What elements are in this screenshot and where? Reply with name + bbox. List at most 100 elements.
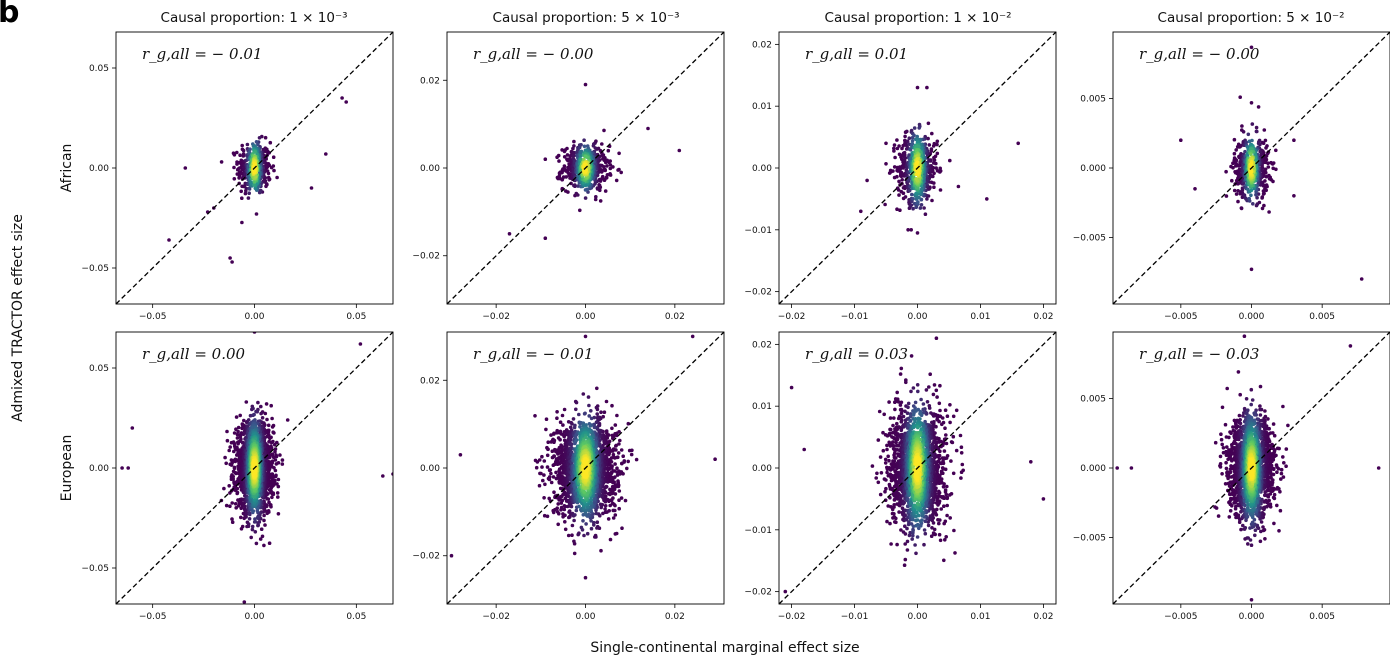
- scatter-point: [608, 166, 613, 171]
- scatter-point: [250, 527, 255, 532]
- scatter-point: [608, 487, 612, 492]
- scatter-point: [603, 504, 608, 508]
- scatter-point: [584, 522, 588, 526]
- panel-r1-c0: −0.05−0.050.000.000.050.05r_g,all = 0.00: [81, 331, 394, 622]
- scatter-point: [246, 196, 251, 200]
- scatter-point: [569, 181, 573, 186]
- scatter-point: [254, 541, 259, 546]
- scatter-point: [567, 509, 572, 513]
- scatter-point: [253, 517, 257, 521]
- scatter-point: [271, 155, 276, 159]
- scatter-point: [859, 209, 863, 214]
- scatter-point: [935, 169, 940, 173]
- scatter-point: [260, 416, 265, 420]
- scatter-point: [1359, 277, 1364, 281]
- scatter-point: [606, 492, 611, 496]
- scatter-point: [1234, 148, 1238, 152]
- scatter-point: [562, 155, 567, 159]
- scatter-point: [1239, 206, 1244, 211]
- scatter-point: [556, 153, 561, 158]
- scatter-point: [1260, 196, 1264, 200]
- scatter-point: [900, 146, 904, 151]
- scatter-point: [240, 143, 244, 148]
- scatter-point: [935, 139, 940, 144]
- scatter-point: [263, 411, 268, 416]
- scatter-point: [562, 507, 567, 512]
- scatter-point: [572, 425, 577, 430]
- scatter-point: [563, 527, 568, 532]
- scatter-point: [903, 134, 907, 139]
- scatter-point: [270, 495, 274, 500]
- scatter-point: [574, 407, 578, 412]
- scatter-point: [167, 238, 171, 242]
- scatter-point: [948, 158, 952, 163]
- scatter-point: [1271, 166, 1275, 171]
- scatter-point: [595, 412, 599, 416]
- scatter-point: [253, 175, 258, 179]
- x-tick-label: −0.05: [139, 612, 167, 622]
- row-label-african: African: [59, 144, 75, 193]
- scatter-point: [594, 405, 599, 410]
- scatter-point: [1250, 122, 1255, 126]
- scatter-point: [568, 438, 573, 442]
- scatter-point: [600, 142, 604, 146]
- scatter-point: [539, 471, 543, 476]
- scatter-point: [617, 151, 621, 156]
- scatter-point: [557, 159, 561, 163]
- scatter-point: [239, 437, 243, 442]
- scatter-point: [931, 144, 936, 148]
- scatter-point: [551, 475, 556, 479]
- scatter-point: [232, 431, 237, 435]
- scatter-point: [911, 206, 915, 211]
- scatter-point: [617, 506, 621, 511]
- scatter-point: [602, 178, 607, 182]
- scatter-point: [895, 138, 899, 142]
- scatter-point: [257, 136, 262, 140]
- scatter-point: [616, 479, 620, 483]
- column-title-4: Causal proportion: 5 × 10⁻²: [1158, 10, 1345, 26]
- scatter-point: [587, 414, 591, 418]
- scatter-point: [1193, 187, 1197, 191]
- scatter-point: [626, 459, 630, 464]
- scatter-point: [610, 436, 615, 441]
- scatter-point: [1263, 138, 1268, 143]
- scatter-point: [224, 503, 229, 508]
- scatter-point: [273, 447, 278, 451]
- scatter-point: [228, 256, 232, 260]
- scatter-point: [243, 191, 248, 196]
- y-tick-label: −0.02: [744, 288, 772, 298]
- scatter-point: [579, 525, 584, 530]
- scatter-point: [1261, 189, 1266, 193]
- scatter-point: [268, 140, 273, 145]
- scatter-point: [574, 433, 579, 437]
- scatter-point: [576, 184, 580, 188]
- scatter-point: [905, 139, 910, 144]
- scatter-point: [616, 451, 621, 455]
- scatter-point: [938, 188, 943, 192]
- scatter-point: [908, 188, 912, 193]
- scatter-point: [915, 134, 919, 139]
- scatter-point: [911, 197, 915, 201]
- x-tick-label: 0.00: [244, 312, 264, 322]
- scatter-point: [611, 516, 616, 520]
- scatter-point: [557, 174, 562, 178]
- x-tick-label: −0.05: [139, 312, 167, 322]
- scatter-point: [608, 172, 612, 176]
- scatter-point: [591, 144, 596, 148]
- scatter-point: [563, 513, 567, 518]
- scatter-point: [269, 403, 274, 408]
- scatter-point: [604, 399, 609, 404]
- scatter-point: [262, 176, 267, 181]
- scatter-point: [586, 190, 590, 194]
- scatter-point: [120, 466, 124, 470]
- scatter-point: [562, 407, 567, 412]
- scatter-point: [611, 508, 615, 513]
- scatter-point: [262, 513, 266, 518]
- scatter-point: [1256, 105, 1261, 109]
- points-group: [449, 334, 717, 580]
- scatter-point: [616, 168, 620, 172]
- scatter-point: [646, 126, 650, 131]
- scatter-point: [883, 202, 887, 207]
- scatter-point: [537, 483, 542, 488]
- scatter-point: [1263, 167, 1268, 172]
